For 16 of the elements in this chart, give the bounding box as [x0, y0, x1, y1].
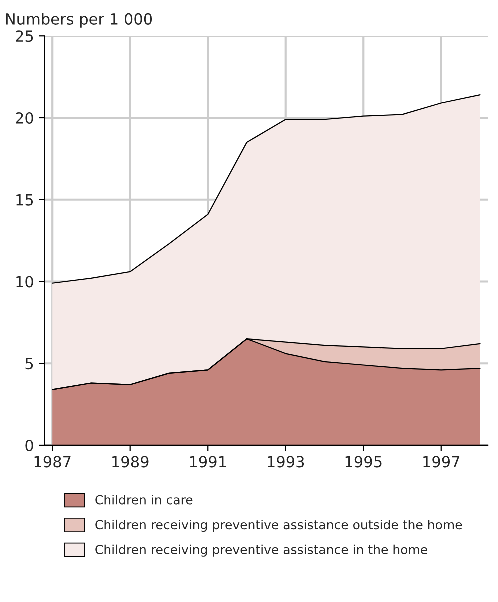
x-tick-label: 1993 [268, 456, 304, 468]
x-tick-label: 1989 [112, 456, 149, 468]
y-axis-title: Numbers per 1 000 [6, 13, 152, 28]
y-tick-label: 15 [16, 194, 34, 206]
x-tick-label: 1991 [190, 456, 226, 468]
y-tick-label: 0 [26, 440, 34, 452]
y-tick-label: 5 [26, 358, 34, 370]
y-tick-label: 20 [16, 112, 34, 124]
y-tick-label: 25 [16, 30, 34, 42]
legend-label: Children in care [96, 495, 193, 505]
legend-label: Children receiving preventive assistance outside the home [96, 520, 462, 532]
x-tick-label: 1987 [34, 456, 71, 468]
y-tick-label: 10 [16, 276, 34, 288]
x-tick-label: 1995 [346, 456, 382, 468]
legend-label: Children receiving preventive assistance in the home [96, 544, 428, 557]
x-tick-label: 1997 [424, 456, 460, 468]
